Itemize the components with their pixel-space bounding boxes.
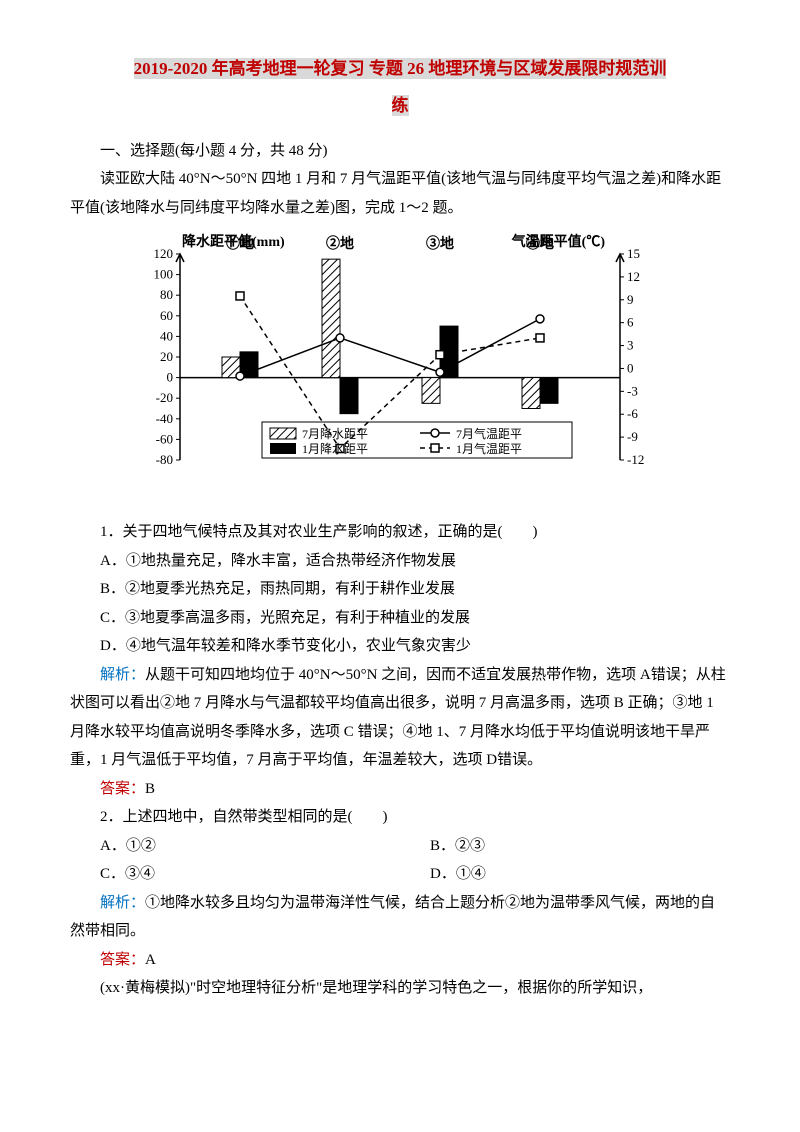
svg-text:-60: -60 xyxy=(156,432,173,447)
q1-opt-c: C．③地夏季高温多雨，光照充足，有利于种植业的发展 xyxy=(70,604,730,633)
svg-text:20: 20 xyxy=(160,349,173,364)
svg-text:6: 6 xyxy=(627,315,634,330)
svg-text:0: 0 xyxy=(167,370,174,385)
svg-text:3: 3 xyxy=(627,338,634,353)
q2-explanation: 解析：①地降水较多且均匀为温带海洋性气候，结合上题分析②地为温带季风气候，两地的… xyxy=(70,889,730,946)
svg-text:7月气温距平: 7月气温距平 xyxy=(456,426,522,441)
doc-title-line1: 2019-2020 年高考地理一轮复习 专题 26 地理环境与区域发展限时规范训 xyxy=(134,58,667,79)
svg-text:0: 0 xyxy=(627,361,634,376)
answer-label: 答案： xyxy=(100,781,145,797)
q1-opt-a: A．①地热量充足，降水丰富，适合热带经济作物发展 xyxy=(70,547,730,576)
svg-text:-80: -80 xyxy=(156,452,173,467)
svg-text:-9: -9 xyxy=(627,429,638,444)
svg-text:-12: -12 xyxy=(627,452,644,467)
q2-opt-a: A．①② xyxy=(70,832,400,861)
chart-svg: -80-60-40-20020406080100120降水距平值(mm)-12-… xyxy=(120,230,680,510)
footer-passage: (xx·黄梅模拟)"时空地理特征分析"是地理学科的学习特色之一，根据你的所学知识… xyxy=(70,974,730,1003)
svg-text:60: 60 xyxy=(160,308,173,323)
svg-text:气温距平值(℃): 气温距平值(℃) xyxy=(511,233,606,250)
svg-text:15: 15 xyxy=(627,246,640,261)
passage-intro: 读亚欧大陆 40°N～50°N 四地 1 月和 7 月气温距平值(该地气温与同纬… xyxy=(70,165,730,222)
q2-ans-text: A xyxy=(145,952,156,968)
q2-answer: 答案：A xyxy=(70,946,730,975)
svg-text:-6: -6 xyxy=(627,407,638,422)
explanation-label: 解析： xyxy=(100,667,145,683)
svg-text:③地: ③地 xyxy=(426,235,454,252)
svg-text:②地: ②地 xyxy=(326,235,354,252)
svg-text:1月降水距平: 1月降水距平 xyxy=(302,442,368,456)
q2-opts-row1: A．①② B．②③ xyxy=(70,832,730,861)
svg-text:-20: -20 xyxy=(156,390,173,405)
q2-opt-c: C．③④ xyxy=(70,860,400,889)
svg-text:12: 12 xyxy=(627,269,640,284)
chart-container: -80-60-40-20020406080100120降水距平值(mm)-12-… xyxy=(120,230,680,510)
svg-text:9: 9 xyxy=(627,292,634,307)
q1-opt-b: B．②地夏季光热充足，雨热同期，有利于耕作业发展 xyxy=(70,575,730,604)
svg-text:80: 80 xyxy=(160,287,173,302)
title-container: 2019-2020 年高考地理一轮复习 专题 26 地理环境与区域发展限时规范训… xyxy=(70,50,730,125)
svg-text:-3: -3 xyxy=(627,384,638,399)
q1-stem: 1．关于四地气候特点及其对农业生产影响的叙述，正确的是( ) xyxy=(70,518,730,547)
section-heading: 一、选择题(每小题 4 分，共 48 分) xyxy=(70,137,730,166)
svg-text:7月降水距平: 7月降水距平 xyxy=(302,427,368,441)
answer-label: 答案： xyxy=(100,952,145,968)
q2-opt-b: B．②③ xyxy=(400,832,730,861)
explanation-label: 解析： xyxy=(100,895,145,911)
q1-answer: 答案：B xyxy=(70,775,730,804)
page-root: 2019-2020 年高考地理一轮复习 专题 26 地理环境与区域发展限时规范训… xyxy=(0,0,800,1043)
q1-expl-text: 从题干可知四地均位于 40°N～50°N 之间，因而不适宜发展热带作物，选项 A… xyxy=(70,667,726,769)
q2-stem: 2．上述四地中，自然带类型相同的是( ) xyxy=(70,803,730,832)
q2-opt-d: D．①④ xyxy=(400,860,730,889)
svg-text:④地: ④地 xyxy=(526,235,554,252)
q1-ans-text: B xyxy=(145,781,155,797)
svg-text:40: 40 xyxy=(160,329,173,344)
doc-title-line2: 练 xyxy=(392,95,409,116)
q2-expl-text: ①地降水较多且均匀为温带海洋性气候，结合上题分析②地为温带季风气候，两地的自然带… xyxy=(70,895,715,940)
q1-opt-d: D．④地气温年较差和降水季节变化小，农业气象灾害少 xyxy=(70,632,730,661)
svg-text:100: 100 xyxy=(154,267,174,282)
q2-opts-row2: C．③④ D．①④ xyxy=(70,860,730,889)
svg-text:120: 120 xyxy=(154,246,174,261)
svg-text:①地: ①地 xyxy=(226,235,254,252)
svg-text:-40: -40 xyxy=(156,411,173,426)
q1-explanation: 解析：从题干可知四地均位于 40°N～50°N 之间，因而不适宜发展热带作物，选… xyxy=(70,661,730,775)
svg-text:1月气温距平: 1月气温距平 xyxy=(456,441,522,456)
